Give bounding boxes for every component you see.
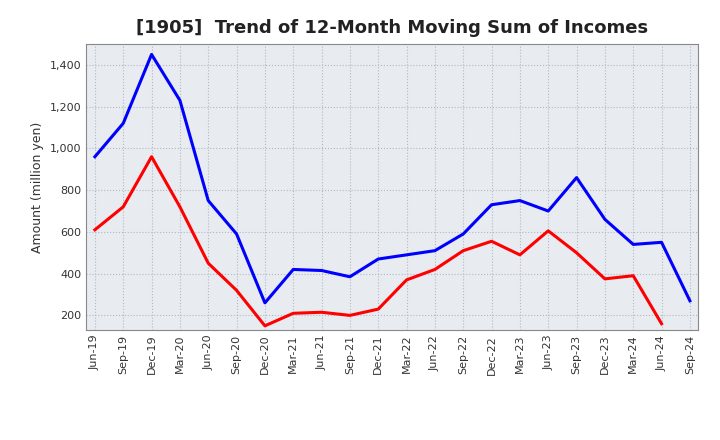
Ordinary Income bbox=[91, 154, 99, 159]
Ordinary Income bbox=[629, 242, 637, 247]
Line: Net Income: Net Income bbox=[95, 157, 662, 326]
Net Income bbox=[318, 310, 326, 315]
Net Income bbox=[431, 267, 439, 272]
Ordinary Income bbox=[148, 52, 156, 57]
Net Income bbox=[176, 204, 184, 209]
Ordinary Income bbox=[119, 121, 127, 126]
Net Income bbox=[544, 228, 552, 234]
Ordinary Income bbox=[346, 274, 354, 279]
Net Income bbox=[572, 250, 581, 255]
Net Income bbox=[148, 154, 156, 159]
Ordinary Income bbox=[516, 198, 524, 203]
Ordinary Income bbox=[204, 198, 212, 203]
Net Income bbox=[374, 307, 382, 312]
Net Income bbox=[261, 323, 269, 329]
Net Income bbox=[487, 238, 496, 244]
Net Income bbox=[204, 260, 212, 266]
Net Income bbox=[600, 276, 609, 282]
Title: [1905]  Trend of 12-Month Moving Sum of Incomes: [1905] Trend of 12-Month Moving Sum of I… bbox=[136, 19, 649, 37]
Ordinary Income bbox=[261, 300, 269, 305]
Ordinary Income bbox=[318, 268, 326, 273]
Ordinary Income bbox=[600, 217, 609, 222]
Ordinary Income bbox=[657, 240, 666, 245]
Ordinary Income bbox=[487, 202, 496, 207]
Ordinary Income bbox=[572, 175, 581, 180]
Ordinary Income bbox=[402, 252, 411, 257]
Net Income bbox=[629, 273, 637, 279]
Ordinary Income bbox=[233, 231, 241, 237]
Ordinary Income bbox=[544, 209, 552, 214]
Ordinary Income bbox=[685, 298, 694, 304]
Net Income bbox=[233, 288, 241, 293]
Line: Ordinary Income: Ordinary Income bbox=[95, 55, 690, 303]
Net Income bbox=[657, 321, 666, 326]
Net Income bbox=[402, 277, 411, 282]
Y-axis label: Amount (million yen): Amount (million yen) bbox=[32, 121, 45, 253]
Ordinary Income bbox=[459, 231, 467, 237]
Ordinary Income bbox=[176, 98, 184, 103]
Net Income bbox=[516, 252, 524, 257]
Net Income bbox=[289, 311, 297, 316]
Net Income bbox=[119, 204, 127, 209]
Net Income bbox=[91, 227, 99, 232]
Net Income bbox=[346, 313, 354, 318]
Ordinary Income bbox=[289, 267, 297, 272]
Ordinary Income bbox=[431, 248, 439, 253]
Ordinary Income bbox=[374, 257, 382, 262]
Net Income bbox=[459, 248, 467, 253]
